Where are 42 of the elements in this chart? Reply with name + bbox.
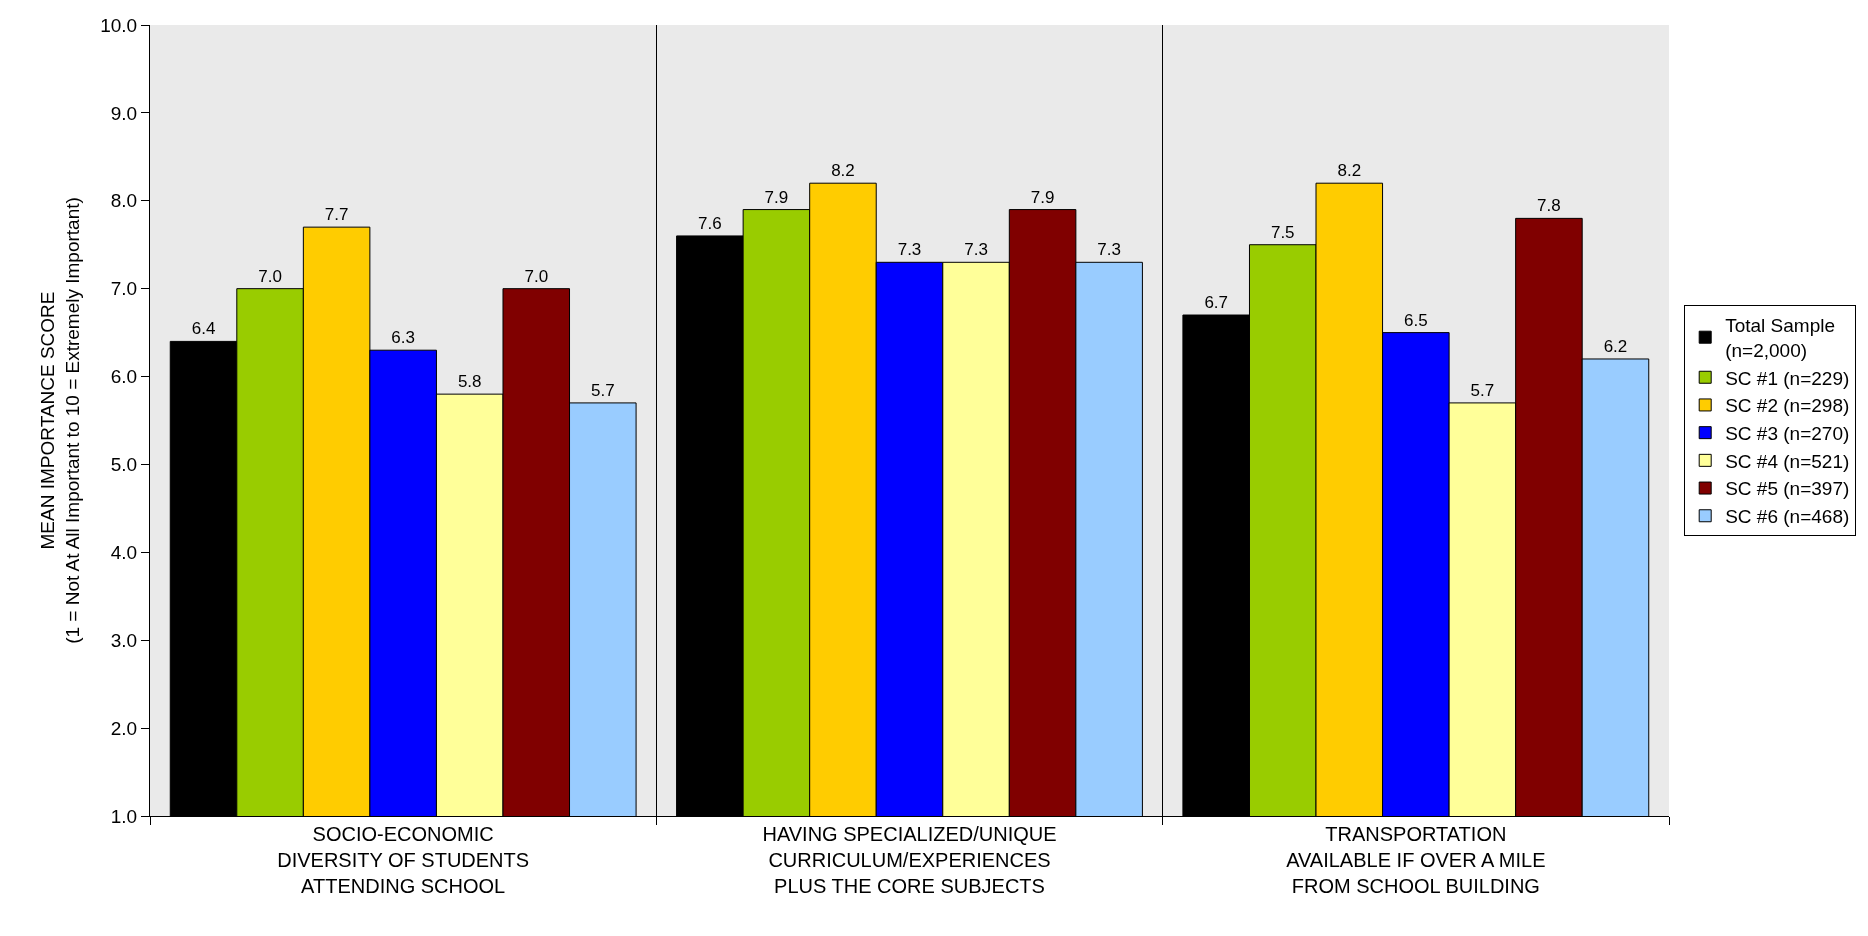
data-label: 7.3 (1097, 240, 1121, 260)
x-tick-label: TRANSPORTATION AVAILABLE IF OVER A MILE FROM SCHOOL BUILDING (1286, 823, 1546, 897)
data-label: 6.4 (191, 319, 216, 339)
legend-label: SC #2 (n=298) (1725, 395, 1850, 417)
y-tick-label: 10.0 (100, 14, 138, 36)
data-label: 7.7 (324, 205, 349, 225)
legend-label: SC #6 (n=468) (1725, 506, 1850, 528)
data-label: 7.5 (1270, 222, 1295, 242)
data-label: 6.5 (1404, 310, 1428, 330)
legend-label: SC #3 (n=270) (1725, 423, 1850, 445)
y-tick-label: 7.0 (110, 278, 138, 300)
y-tick-label: 5.0 (110, 454, 138, 476)
x-tick-label: SOCIO-ECONOMIC DIVERSITY OF STUDENTS ATTENDING SCHOOL (277, 823, 530, 897)
data-label: 7.0 (524, 266, 549, 286)
data-label: 6.3 (391, 328, 415, 348)
data-label: 7.9 (1030, 187, 1055, 207)
legend-label: Total Sample (n=2,000) (1725, 315, 1836, 361)
data-label: 7.8 (1537, 196, 1561, 216)
data-label: 7.9 (764, 187, 789, 207)
data-label: 7.3 (897, 240, 922, 260)
data-label: 7.0 (258, 266, 282, 286)
data-label: 6.2 (1603, 336, 1628, 356)
y-tick-label: 8.0 (110, 190, 138, 212)
y-axis-title: MEAN IMPORTANCE SCORE (1 = Not At All Important to 10 = Extremely Important) (37, 197, 84, 644)
data-label: 5.7 (1470, 380, 1495, 400)
legend-label: SC #1 (n=229) (1725, 367, 1850, 389)
data-label: 5.8 (457, 372, 482, 392)
y-tick-label: 9.0 (110, 102, 138, 124)
y-tick-label: 1.0 (110, 805, 138, 827)
y-tick-label: 6.0 (110, 366, 138, 388)
data-label: 7.3 (964, 240, 988, 260)
y-tick-label: 3.0 (110, 629, 138, 651)
data-label: 8.2 (1337, 161, 1362, 181)
x-tick-label: HAVING SPECIALIZED/UNIQUE CURRICULUM/EXPERIENCES PLUS THE CORE SUBJECTS (762, 823, 1057, 897)
data-label: 6.7 (1204, 293, 1229, 313)
data-label: 5.7 (590, 380, 615, 400)
legend-label: SC #4 (n=521) (1725, 450, 1850, 472)
y-tick-label: 4.0 (110, 541, 138, 563)
data-label: 7.6 (698, 213, 722, 233)
legend-label: SC #5 (n=397) (1725, 478, 1850, 500)
data-label: 8.2 (831, 161, 855, 181)
y-tick-label: 2.0 (110, 717, 138, 739)
